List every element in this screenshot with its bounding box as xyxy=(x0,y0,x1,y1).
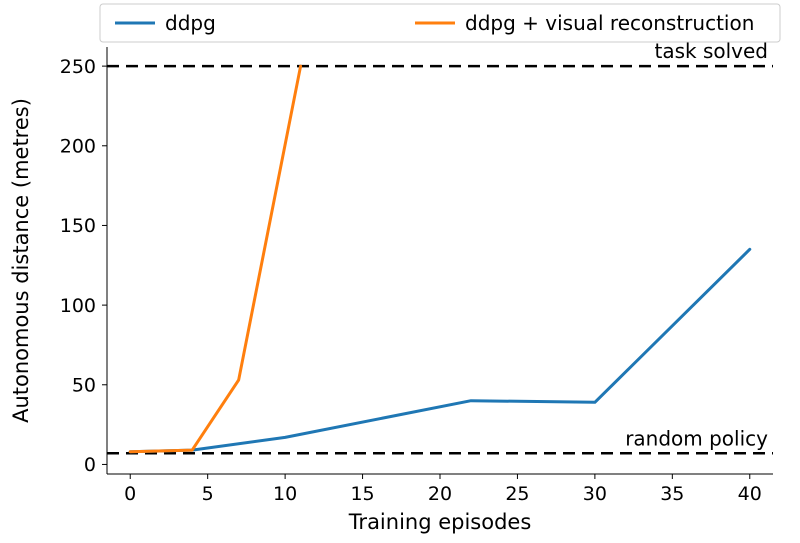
chart-container: 0 5 10 15 20 25 30 35 40 Training episodes 0 50 100 1… xyxy=(0,0,800,543)
x-tick-label: 40 xyxy=(738,483,762,505)
y-axis-title: Autonomous distance (metres) xyxy=(9,98,33,423)
legend: ddpg ddpg + visual reconstruction xyxy=(100,4,780,42)
y-tick-label: 150 xyxy=(60,215,96,237)
legend-label: ddpg xyxy=(165,11,216,35)
x-axis-title: Training episodes xyxy=(348,510,532,534)
y-tick-label: 50 xyxy=(72,374,96,396)
x-tick-label: 25 xyxy=(505,483,529,505)
reference-line-label: random policy xyxy=(625,426,768,450)
x-tick-label: 30 xyxy=(583,483,607,505)
reference-line-label: task solved xyxy=(654,39,768,63)
y-tick-label: 250 xyxy=(60,56,96,78)
x-tick-label: 5 xyxy=(202,483,214,505)
y-tick-label: 0 xyxy=(84,454,96,476)
x-tick-label: 20 xyxy=(428,483,452,505)
x-tick-label: 0 xyxy=(124,483,136,505)
y-tick-label: 100 xyxy=(60,295,96,317)
y-tick-label: 200 xyxy=(60,135,96,157)
x-tick-label: 35 xyxy=(660,483,684,505)
chart-background xyxy=(0,0,800,543)
line-chart: 0 5 10 15 20 25 30 35 40 Training episodes 0 50 100 1… xyxy=(0,0,800,543)
x-tick-label: 10 xyxy=(273,483,297,505)
legend-label: ddpg + visual reconstruction xyxy=(465,11,754,35)
x-tick-label: 15 xyxy=(350,483,374,505)
